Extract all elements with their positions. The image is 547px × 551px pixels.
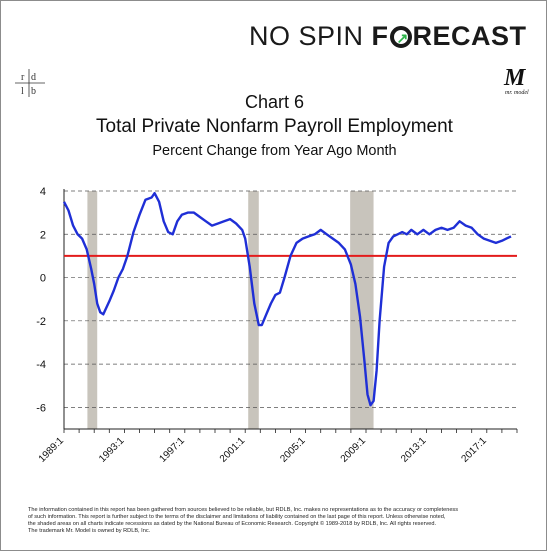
footnote-line: The trademark Mr. Model is owned by RDLB… <box>28 528 151 534</box>
x-tick-label: 2001:1 <box>218 435 248 465</box>
series-line <box>62 191 512 407</box>
rdlb-logo-letter: d <box>31 72 36 83</box>
rdlb-logo-letter: r <box>21 72 25 83</box>
recession-band <box>350 191 374 429</box>
mr-model-logo-text: mr. model <box>505 90 529 96</box>
y-tick-label: 4 <box>40 186 46 198</box>
footnote: The information contained in this report… <box>28 507 540 535</box>
x-tick-label: 2005:1 <box>278 435 308 465</box>
brand-title: NO SPIN F ↗ RECAST <box>249 21 527 52</box>
chart-subtitle-2: Percent Change from Year Ago Month <box>152 143 397 159</box>
y-tick-label: -2 <box>36 316 46 328</box>
y-tick-label: 0 <box>40 273 46 285</box>
y-tick-label: 2 <box>40 229 46 241</box>
footnote-line: of such information. This report is furt… <box>28 514 446 520</box>
x-tick-label: 1989:1 <box>37 435 67 465</box>
y-tick-label: -4 <box>36 359 46 371</box>
brand-rest: RECAST <box>412 21 527 51</box>
chart-title: Chart 6 <box>244 92 305 112</box>
x-tick-label: 2009:1 <box>339 435 369 465</box>
brand-prefix: NO SPIN <box>249 21 372 51</box>
rdlb-logo-letter: b <box>31 86 36 97</box>
chart-subtitle: Total Private Nonfarm Payroll Employment <box>96 116 453 137</box>
rdlb-logo-icon: r d l b <box>15 69 45 97</box>
mr-model-logo-icon: M mr. model <box>503 65 529 96</box>
rdlb-logo-letter: l <box>21 86 24 97</box>
x-tick-label: 1997:1 <box>158 435 188 465</box>
x-tick-label: 2017:1 <box>460 435 490 465</box>
footnote-line: The information contained in this report… <box>28 507 459 513</box>
brand-f: F <box>371 21 389 51</box>
x-tick-label: 1993:1 <box>97 435 127 465</box>
y-tick-label: -6 <box>36 402 46 414</box>
footnote-line: the shaded areas on all charts indicate … <box>28 521 437 527</box>
forecast-arrow-icon: ↗ <box>389 26 412 48</box>
x-tick-label: 2013:1 <box>399 435 429 465</box>
recession-band <box>248 191 259 429</box>
mr-model-logo-mark: M <box>503 65 527 91</box>
recession-band <box>87 191 98 429</box>
